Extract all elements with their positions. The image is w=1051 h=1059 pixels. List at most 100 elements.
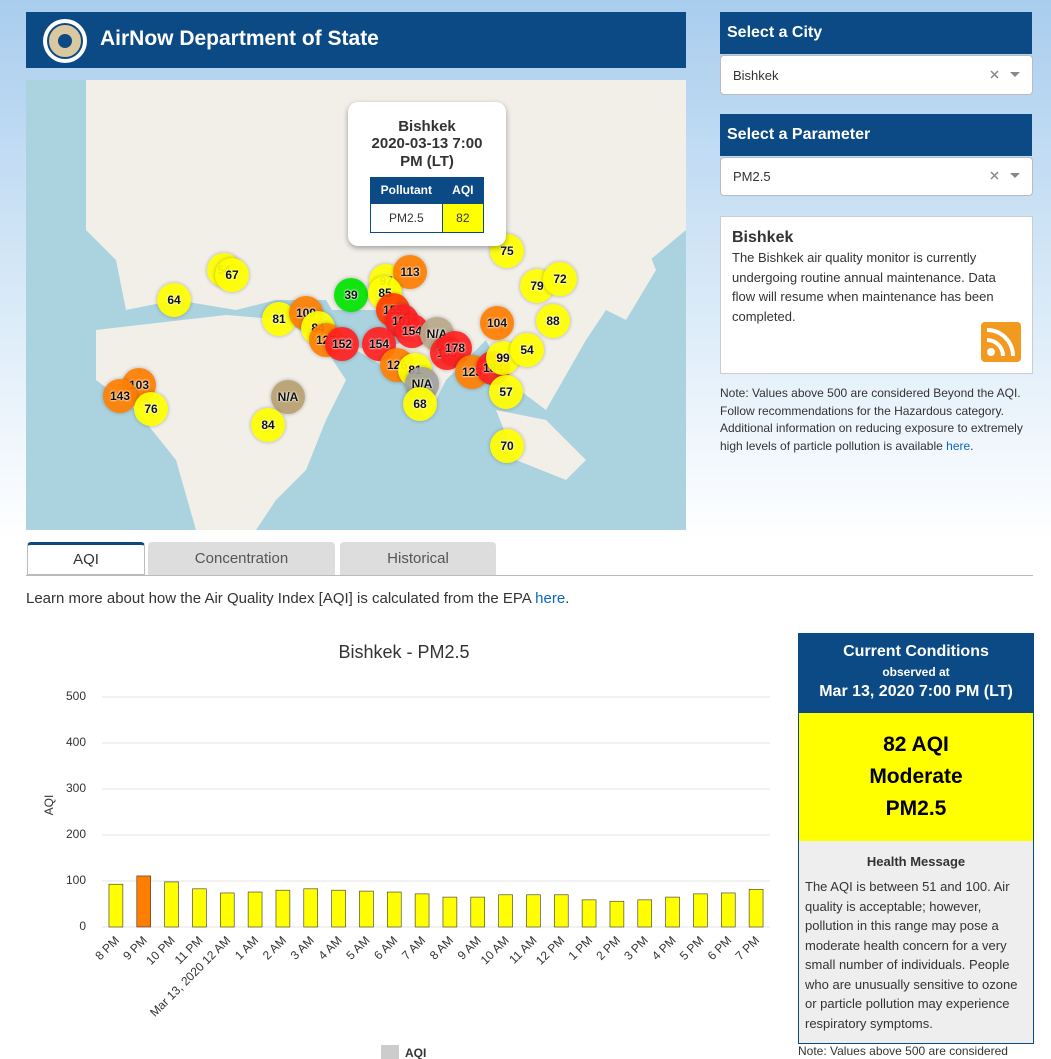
y-tick-label: 100 (66, 873, 86, 887)
info-box: Bishkek The Bishkek air quality monitor … (720, 216, 1033, 374)
conditions-time: Mar 13, 2020 7:00 PM (LT) (819, 683, 1013, 700)
x-tick-label: 1 PM (565, 933, 595, 963)
x-tick-label: 3 AM (288, 933, 317, 962)
learn-text: Learn more about how the Air Quality Ind… (26, 590, 536, 607)
map-marker[interactable]: 64 (157, 283, 191, 317)
x-tick-label: 2 AM (260, 933, 289, 962)
map-marker[interactable]: 84 (251, 408, 285, 442)
x-tick-label: 7 AM (399, 933, 428, 962)
map[interactable]: 546764399711385155101154N/A8110984127152… (26, 80, 686, 530)
x-tick-label: 7 PM (732, 933, 762, 963)
tab[interactable]: Historical (340, 542, 496, 575)
bar (693, 893, 708, 928)
conditions-aqi: 82 AQI (883, 733, 949, 756)
bar (275, 889, 291, 928)
x-tick-label: 10 PM (143, 933, 177, 967)
bar (192, 888, 207, 928)
chart: Bishkek - PM2.5 AQI 0 100 200 300 400 500 8 PM… (42, 642, 770, 1059)
y-axis-label: AQI (42, 795, 56, 816)
conditions-category: Moderate (869, 765, 963, 788)
bar (164, 881, 179, 928)
map-popup: Bishkek 2020-03-13 7:00 PM (LT) Pollutan… (348, 102, 506, 246)
map-marker[interactable]: 57 (489, 375, 523, 409)
city-select[interactable]: Bishkek (720, 55, 1033, 95)
y-tick-label: 400 (66, 735, 86, 749)
city-value: Bishkek (733, 68, 779, 83)
note-link[interactable]: here (946, 439, 971, 454)
tab-active[interactable]: AQI (27, 542, 145, 575)
map-marker[interactable]: 54 (510, 333, 544, 367)
info-title: Bishkek (732, 229, 794, 246)
rss-icon[interactable] (981, 322, 1021, 362)
legend-swatch (381, 1045, 399, 1059)
x-tick-label: 3 PM (621, 933, 651, 963)
x-tick-label: 5 PM (677, 933, 707, 963)
conditions-header: Current Conditions observed at Mar 13, 2… (799, 634, 1033, 713)
bar (136, 875, 152, 928)
bar (609, 900, 625, 928)
parameter-select[interactable]: PM2.5 (720, 157, 1033, 196)
map-marker[interactable]: 143 (103, 379, 137, 413)
parameter-select-title: Select a Parameter (727, 126, 871, 143)
bar (720, 892, 736, 928)
bar (553, 894, 569, 928)
y-tick-label: 0 (79, 919, 86, 933)
bar (470, 896, 486, 928)
map-marker[interactable]: 68 (403, 387, 437, 421)
y-tick-label: 200 (66, 827, 86, 841)
map-marker[interactable]: 154 (395, 314, 429, 348)
learn-suffix: . (565, 590, 570, 607)
popup-cell: 82 (441, 203, 485, 233)
x-tick-label: 1 AM (232, 933, 261, 962)
header: AirNow Department of State (26, 12, 686, 68)
map-marker[interactable]: 104 (480, 306, 514, 340)
bar (442, 896, 458, 928)
map-marker[interactable]: N/A (271, 380, 305, 414)
info-text: The Bishkek air quality monitor is curre… (732, 250, 996, 324)
bar (581, 899, 597, 928)
tab[interactable]: Concentration (148, 542, 335, 575)
chart-title: Bishkek - PM2.5 (338, 642, 469, 662)
city-select-header: Select a City (720, 12, 1032, 54)
bar (498, 894, 513, 928)
map-marker[interactable]: 72 (543, 262, 577, 296)
city-select-title: Select a City (727, 24, 823, 41)
x-tick-label: 11 AM (506, 933, 539, 966)
map-marker[interactable]: 67 (215, 258, 249, 292)
bar (247, 891, 263, 928)
map-marker[interactable]: 39 (334, 278, 368, 312)
popup-table: Pollutant AQI PM2.5 82 (369, 177, 485, 233)
conditions-note: Note: Values above 500 are considered (798, 1044, 1008, 1058)
x-tick-label: 8 PM (92, 933, 122, 963)
bar (331, 889, 346, 928)
note: Note: Values above 500 are considered Be… (720, 385, 1030, 456)
x-tick-label: 5 AM (343, 933, 372, 962)
y-tick-label: 500 (66, 689, 86, 703)
map-marker[interactable]: 76 (134, 392, 168, 426)
tab-rule (26, 575, 1033, 576)
x-tick-label: 8 AM (427, 933, 456, 962)
bar (665, 896, 680, 928)
map-marker[interactable]: 154 (362, 327, 396, 361)
bar (386, 891, 402, 928)
learn-link[interactable]: here (535, 590, 566, 607)
bar (303, 888, 319, 928)
bar (414, 893, 430, 928)
select-icons (990, 70, 1020, 79)
x-tick-label: 4 AM (315, 933, 344, 962)
conditions-observed: observed at (882, 665, 950, 679)
x-tick-label: 6 PM (705, 933, 735, 963)
x-tick-label: 4 PM (649, 933, 679, 963)
bar (219, 892, 235, 928)
conditions-title: Current Conditions (843, 643, 989, 660)
map-marker[interactable]: 88 (536, 304, 570, 338)
bar (748, 888, 764, 928)
popup-time: 2020-03-13 7:00 PM (LT) (371, 135, 483, 170)
map-marker[interactable]: 70 (490, 429, 524, 463)
x-tick-label: 10 AM (478, 933, 512, 967)
map-marker[interactable]: 152 (325, 327, 359, 361)
popup-col: Pollutant (370, 177, 443, 204)
health-title: Health Message (866, 854, 966, 869)
seal (43, 19, 87, 63)
